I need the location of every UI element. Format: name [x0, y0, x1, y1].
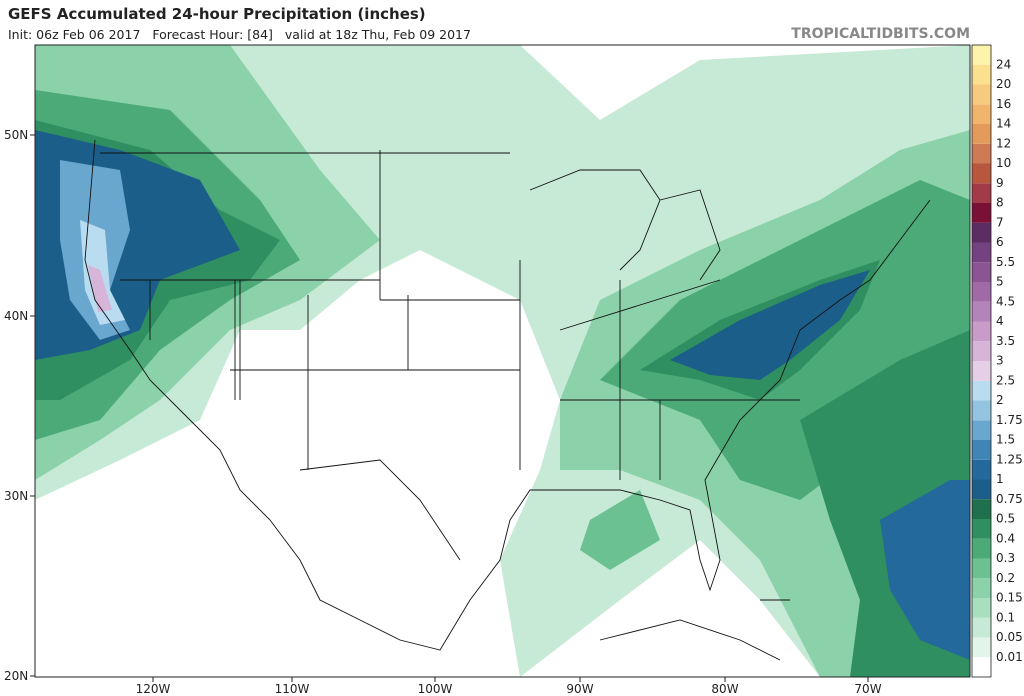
color-swatch — [972, 242, 991, 263]
color-swatch — [972, 321, 991, 342]
lon-label: 70W — [854, 682, 881, 696]
lon-label: 110W — [275, 682, 310, 696]
color-swatch — [972, 45, 991, 65]
colorbar-label: 16 — [996, 97, 1011, 111]
colorbar-label: 5 — [996, 275, 1004, 289]
color-swatch — [972, 578, 991, 598]
colorbar-label: 10 — [996, 156, 1011, 170]
color-swatch — [972, 282, 991, 302]
colorbar-label: 0.3 — [996, 551, 1015, 565]
colorbar-label: 4 — [996, 314, 1004, 328]
color-swatch — [972, 124, 991, 144]
lat-label: 40N — [4, 309, 28, 323]
color-swatch — [972, 420, 991, 440]
color-swatch — [972, 440, 991, 460]
colorbar-label: 2.5 — [996, 373, 1015, 387]
color-swatch — [972, 657, 991, 677]
color-swatch — [972, 361, 991, 381]
colorbar-label: 2 — [996, 393, 1004, 407]
lat-label: 30N — [4, 489, 28, 503]
colorbar-label: 0.4 — [996, 531, 1015, 545]
colorbar-label: 20 — [996, 77, 1011, 91]
subtitle: Init: 06z Feb 06 2017 Forecast Hour: [84… — [8, 27, 471, 42]
color-swatch — [972, 558, 991, 579]
color-swatch — [972, 203, 991, 223]
title: GEFS Accumulated 24-hour Precipitation (… — [8, 5, 426, 23]
lon-label: 100W — [418, 682, 453, 696]
colorbar-label: 0.2 — [996, 571, 1015, 585]
lat-label: 20N — [4, 669, 28, 683]
colorbar-label: 1.25 — [996, 452, 1023, 466]
color-swatch — [972, 163, 991, 184]
color-swatch — [972, 538, 991, 559]
colorbar-frame — [971, 44, 992, 678]
colorbar-label: 1.5 — [996, 433, 1015, 447]
color-swatch — [972, 499, 991, 519]
colorbar-label: 0.05 — [996, 630, 1023, 644]
lon-label: 80W — [711, 682, 738, 696]
axes: 50N 40N 30N 20N 120W 110W 100W 90W 80W 70W — [4, 128, 882, 696]
colorbar-label: 7 — [996, 215, 1004, 229]
colorbar-label: 14 — [996, 117, 1011, 131]
color-swatch — [972, 301, 991, 322]
colorbar-label: 8 — [996, 196, 1004, 210]
colorbar-label: 0.01 — [996, 650, 1023, 664]
colorbar-label: 0.15 — [996, 591, 1023, 605]
lon-label: 90W — [566, 682, 593, 696]
lon-label: 120W — [136, 682, 171, 696]
colorbar-label: 6 — [996, 235, 1004, 249]
color-swatch — [972, 64, 991, 85]
colorbar-label: 0.1 — [996, 610, 1015, 624]
colorbar-label: 1 — [996, 472, 1004, 486]
color-swatch — [972, 479, 991, 500]
colorbar-label: 9 — [996, 176, 1004, 190]
brand: TROPICALTIDBITS.COM — [791, 26, 970, 42]
colorbar-label: 4.5 — [996, 294, 1015, 308]
lat-label: 50N — [4, 128, 28, 142]
color-swatch — [972, 519, 991, 539]
color-swatch — [972, 84, 991, 105]
color-swatch — [972, 400, 991, 421]
color-swatch — [972, 617, 991, 638]
colorbar-label: 1.75 — [996, 413, 1023, 427]
color-swatch — [972, 143, 991, 164]
colorbar-label: 5.5 — [996, 255, 1015, 269]
colorbar-label: 0.75 — [996, 492, 1023, 506]
colorbar-label: 24 — [996, 57, 1011, 71]
color-swatch — [972, 262, 991, 282]
colorbar: 0.01 0.05 0.1 0.15 0.2 0.3 0.4 0.5 0.75 1 1.25 1.5 1… — [971, 44, 1023, 678]
color-swatch — [972, 459, 991, 480]
colorbar-label: 12 — [996, 136, 1011, 150]
color-swatch — [972, 222, 991, 243]
color-swatch — [972, 637, 991, 658]
colorbar-label: 3.5 — [996, 334, 1015, 348]
map — [34, 44, 971, 678]
color-swatch — [972, 380, 991, 401]
colorbar-label: 3 — [996, 354, 1004, 368]
colorbar-label: 0.5 — [996, 512, 1015, 526]
color-swatch — [972, 598, 991, 618]
color-swatch — [972, 183, 991, 203]
color-swatch — [972, 104, 991, 124]
color-swatch — [972, 341, 991, 361]
